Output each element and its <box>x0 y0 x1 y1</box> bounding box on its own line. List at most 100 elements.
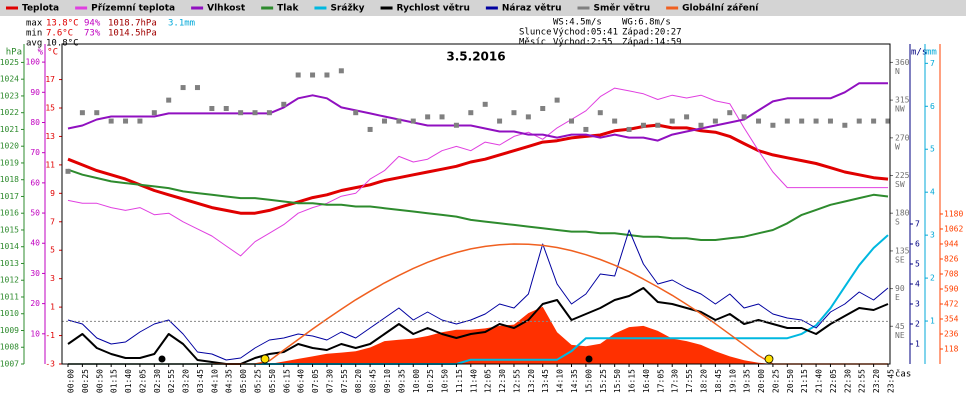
axis-unit: hPa <box>6 48 22 58</box>
tick-label: 1018 <box>0 175 19 184</box>
tick-label: 1013 <box>0 259 19 268</box>
x-tick-label: 12:05 <box>484 369 493 393</box>
direction-point <box>497 118 503 124</box>
direction-point <box>137 118 143 124</box>
tick-label: 1015 <box>0 225 19 234</box>
direction-point <box>108 118 114 124</box>
axis-unit: °C <box>47 48 58 58</box>
tick-label: 135 <box>895 246 910 255</box>
direction-point <box>784 118 790 124</box>
tick-label: 3 <box>915 300 920 309</box>
tick-label: 1020 <box>0 142 19 151</box>
compass-label: S <box>895 218 900 227</box>
x-tick-label: 14:35 <box>570 369 579 393</box>
direction-point <box>554 97 560 103</box>
tick-label: 472 <box>944 299 959 308</box>
x-tick-label: 02:05 <box>138 369 147 393</box>
legend-label: Tlak <box>277 4 299 14</box>
tick-label: 2 <box>930 274 935 283</box>
x-tick-label: 22:30 <box>843 369 852 393</box>
x-tick-label: 10:50 <box>441 369 450 393</box>
tick-label: 826 <box>944 254 959 263</box>
legend-label: Globální záření <box>682 4 759 14</box>
x-tick-label: 06:15 <box>282 369 291 393</box>
x-tick-label: 04:10 <box>210 369 219 393</box>
tick-label: 1021 <box>0 125 19 134</box>
direction-point <box>151 110 157 116</box>
tick-label: 6 <box>930 102 935 111</box>
direction-point <box>281 101 287 107</box>
info: Slunce <box>519 28 552 38</box>
stat: 94% <box>84 19 101 29</box>
direction-point <box>756 118 762 124</box>
direction-point <box>712 118 718 124</box>
direction-point <box>813 118 819 124</box>
x-tick-label: 08:45 <box>369 369 378 393</box>
tick-label: 1012 <box>0 276 19 285</box>
direction-point <box>827 118 833 124</box>
tick-label: -1 <box>45 331 55 340</box>
direction-point <box>79 110 85 116</box>
moonrise-icon <box>158 355 166 363</box>
x-tick-label: 00:50 <box>95 369 104 393</box>
direction-point <box>295 72 301 78</box>
tick-label: 1008 <box>0 343 19 352</box>
info: Měsíc <box>519 38 546 48</box>
x-tick-label: 07:55 <box>340 369 349 393</box>
tick-label: 7 <box>930 59 935 68</box>
tick-label: 4 <box>930 188 935 197</box>
x-axis-label: čas <box>895 369 911 380</box>
direction-point <box>439 114 445 120</box>
stat-label: min <box>26 29 42 39</box>
direction-point <box>180 85 186 91</box>
direction-point <box>871 118 877 124</box>
stat: 1018.7hPa <box>108 19 157 29</box>
tick-label: 1 <box>50 303 55 312</box>
tick-label: 4 <box>915 280 920 289</box>
direction-point <box>856 118 862 124</box>
tick-label: 1023 <box>0 91 19 100</box>
tick-label: 315 <box>895 96 910 105</box>
tick-label: 360 <box>895 58 910 67</box>
info: Západ:14:59 <box>622 38 682 48</box>
tick-label: 80 <box>30 118 40 127</box>
x-tick-label: 00:25 <box>81 369 90 393</box>
tick-label: 1024 <box>0 75 19 84</box>
direction-point <box>252 110 258 116</box>
tick-label: 60 <box>30 178 40 187</box>
series-area <box>68 306 888 364</box>
x-tick-label: 13:45 <box>541 369 550 393</box>
compass-label: SW <box>895 180 905 189</box>
direction-point <box>569 118 575 124</box>
x-tick-label: 09:10 <box>383 369 392 393</box>
direction-point <box>396 118 402 124</box>
x-tick-label: 17:30 <box>671 369 680 393</box>
direction-point <box>669 118 675 124</box>
tick-label: 5 <box>50 246 55 255</box>
x-tick-label: 03:20 <box>182 369 191 393</box>
x-tick-label: 17:05 <box>656 369 665 393</box>
stat: 3.1mm <box>168 19 195 29</box>
direction-point <box>727 110 733 116</box>
tick-label: 1022 <box>0 108 19 117</box>
direction-point <box>525 114 531 120</box>
axis-unit: m/s <box>911 48 927 58</box>
direction-point <box>324 72 330 78</box>
tick-label: 11 <box>45 160 55 169</box>
series-line <box>67 287 889 365</box>
direction-point <box>741 114 747 120</box>
x-tick-label: 06:40 <box>297 369 306 393</box>
tick-label: 1016 <box>0 209 19 218</box>
tick-label: 1 <box>915 340 920 349</box>
stats: max 13.8°C 94% 1018.7hPa 3.1mm min 7.6°C… <box>26 18 682 49</box>
tick-label: 708 <box>944 269 959 278</box>
legend-bar <box>0 0 966 16</box>
series-line <box>67 168 889 241</box>
x-tick-label: 01:15 <box>110 369 119 393</box>
compass-label: E <box>895 293 900 302</box>
legend-label: Vlhkost <box>207 4 246 14</box>
tick-label: 90 <box>30 88 40 97</box>
sun-moon-icons <box>158 354 774 364</box>
direction-point <box>410 118 416 124</box>
